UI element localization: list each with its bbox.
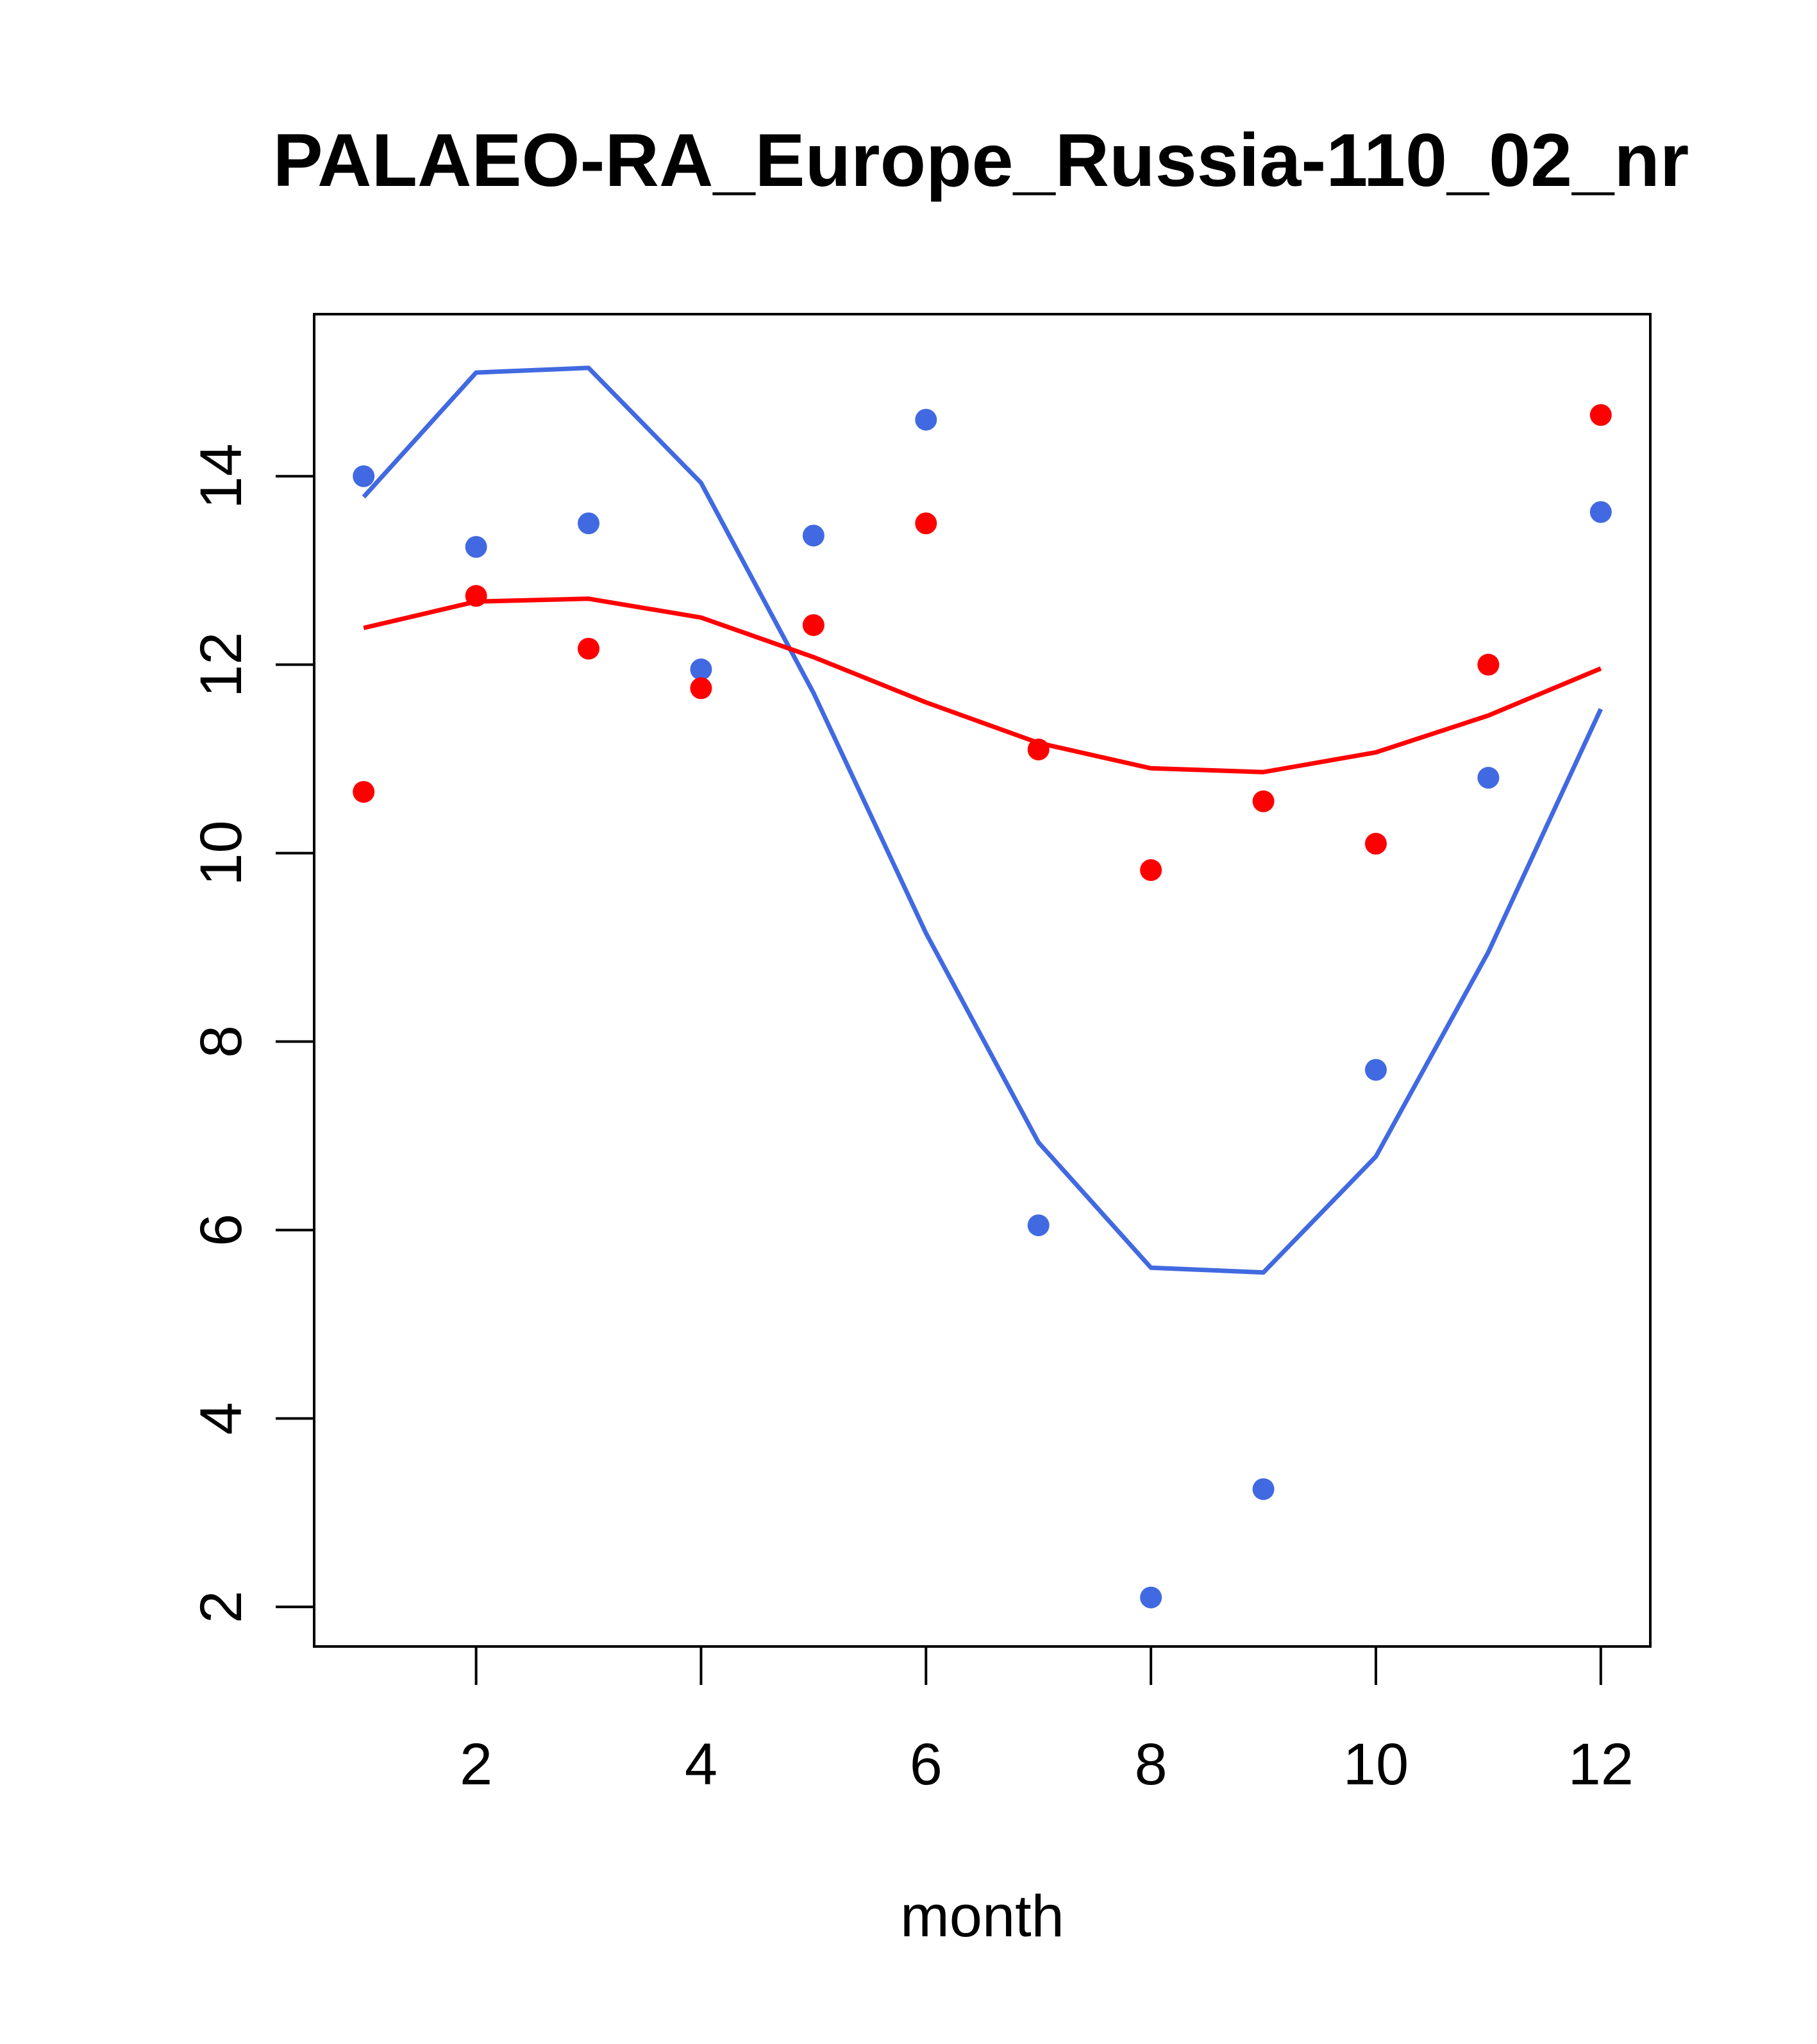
blue-point-marker bbox=[353, 465, 375, 487]
x-axis: 2 4 6 8 10 12 bbox=[460, 1646, 1634, 1797]
red-point-marker bbox=[802, 614, 825, 636]
red-point-marker bbox=[1364, 832, 1387, 855]
y-tick-label: 6 bbox=[188, 1214, 254, 1246]
x-tick-label: 6 bbox=[910, 1732, 942, 1797]
red-point-marker bbox=[1477, 653, 1500, 676]
red-curve-line bbox=[363, 596, 1602, 775]
blue-point-marker bbox=[690, 658, 712, 681]
red-point-marker bbox=[1252, 790, 1275, 812]
red-point-marker bbox=[1027, 738, 1050, 760]
blue-point-marker bbox=[1477, 767, 1500, 789]
x-tick-label: 10 bbox=[1343, 1732, 1409, 1797]
y-tick-label: 10 bbox=[188, 820, 254, 885]
blue-point-marker bbox=[465, 535, 487, 558]
red-point-marker bbox=[1589, 404, 1612, 426]
blue-point-marker bbox=[1252, 1478, 1275, 1500]
blue-point-marker bbox=[578, 512, 600, 535]
blue-point-marker bbox=[1027, 1214, 1050, 1237]
blue-point-marker bbox=[915, 408, 937, 431]
y-tick-label: 4 bbox=[188, 1402, 254, 1435]
red-point-marker bbox=[353, 781, 375, 803]
red-point-marker bbox=[690, 677, 712, 699]
blue-point-marker bbox=[1589, 501, 1612, 523]
series-lines bbox=[362, 365, 1603, 1275]
x-tick-label: 4 bbox=[685, 1732, 717, 1797]
x-axis-label: month bbox=[900, 1884, 1064, 1949]
x-tick-label: 12 bbox=[1568, 1732, 1634, 1797]
blue-point-marker bbox=[802, 524, 825, 547]
series-points bbox=[353, 404, 1612, 1609]
y-tick-label: 2 bbox=[188, 1591, 254, 1623]
y-axis: 2 4 6 8 10 12 14 bbox=[188, 444, 314, 1623]
red-point-marker bbox=[465, 585, 487, 607]
chart-title: PALAEO-RA_Europe_Russia-110_02_nr bbox=[273, 118, 1689, 202]
y-tick-label: 8 bbox=[188, 1025, 254, 1058]
red-point-marker bbox=[1140, 859, 1162, 882]
y-tick-label: 14 bbox=[188, 444, 254, 509]
red-point-marker bbox=[578, 637, 600, 660]
red-point-marker bbox=[915, 512, 937, 535]
x-tick-label: 2 bbox=[460, 1732, 492, 1797]
blue-curve-line bbox=[362, 365, 1603, 1275]
x-tick-label: 8 bbox=[1135, 1732, 1168, 1797]
y-tick-label: 12 bbox=[188, 632, 254, 698]
blue-point-marker bbox=[1140, 1586, 1162, 1609]
plot-frame bbox=[313, 313, 1652, 1648]
blue-point-marker bbox=[1364, 1059, 1387, 1081]
